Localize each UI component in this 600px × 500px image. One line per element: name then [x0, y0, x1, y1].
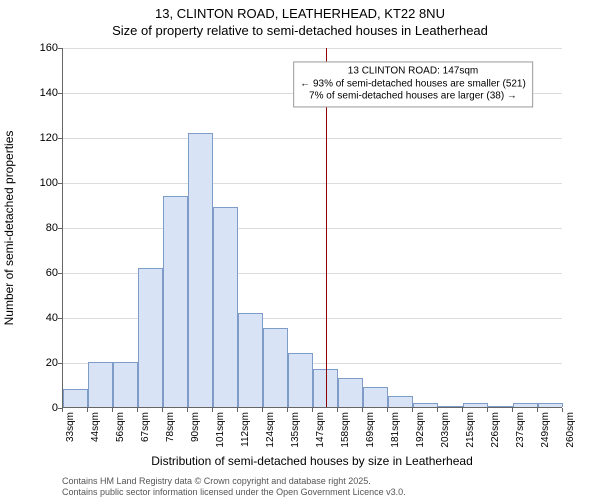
x-tick-label: 158sqm [340, 412, 351, 448]
histogram-bar [513, 403, 538, 408]
x-tick-label: 169sqm [365, 412, 376, 448]
attribution-footer: Contains HM Land Registry data © Crown c… [62, 476, 406, 498]
histogram-bar [263, 328, 288, 407]
histogram-bar [163, 196, 188, 408]
x-tick-mark [262, 408, 263, 412]
x-tick-label: 215sqm [465, 412, 476, 448]
x-tick-label: 249sqm [540, 412, 551, 448]
y-tick-label: 140 [18, 87, 58, 99]
x-tick-mark [112, 408, 113, 412]
y-tick-mark [58, 363, 62, 364]
annotation-box: 13 CLINTON ROAD: 147sqm← 93% of semi-det… [293, 61, 533, 106]
footer-line-2: Contains public sector information licen… [62, 487, 406, 498]
annotation-line-3: 7% of semi-detached houses are larger (3… [300, 90, 526, 103]
x-axis-label: Distribution of semi-detached houses by … [62, 454, 562, 468]
histogram-bar [538, 403, 563, 408]
y-tick-mark [58, 318, 62, 319]
x-tick-label: 78sqm [165, 412, 176, 442]
y-tick-label: 40 [18, 312, 58, 324]
annotation-line-1: 13 CLINTON ROAD: 147sqm [300, 65, 526, 78]
y-tick-label: 20 [18, 357, 58, 369]
y-tick-label: 100 [18, 177, 58, 189]
x-tick-label: 192sqm [415, 412, 426, 448]
gridline [63, 138, 562, 139]
title-line-2: Size of property relative to semi-detach… [0, 23, 600, 38]
y-tick-mark [58, 93, 62, 94]
y-tick-mark [58, 138, 62, 139]
histogram-bar [113, 362, 138, 407]
x-tick-mark [562, 408, 563, 412]
histogram-bar [363, 387, 388, 407]
histogram-bar [288, 353, 313, 407]
y-tick-label: 120 [18, 132, 58, 144]
x-tick-mark [62, 408, 63, 412]
x-tick-label: 112sqm [240, 412, 251, 447]
x-tick-mark [337, 408, 338, 412]
x-tick-label: 181sqm [390, 412, 401, 448]
histogram-bar [388, 396, 413, 407]
x-tick-label: 260sqm [565, 412, 576, 448]
y-tick-label: 160 [18, 42, 58, 54]
x-tick-mark [212, 408, 213, 412]
x-tick-label: 90sqm [190, 412, 201, 442]
x-tick-mark [237, 408, 238, 412]
histogram-bar [138, 268, 163, 408]
histogram-bar [438, 406, 463, 407]
x-tick-mark [387, 408, 388, 412]
x-tick-mark [512, 408, 513, 412]
y-tick-mark [58, 228, 62, 229]
x-tick-label: 147sqm [315, 412, 326, 448]
x-tick-mark [462, 408, 463, 412]
histogram-bar [238, 313, 263, 408]
x-tick-label: 135sqm [290, 412, 301, 448]
x-tick-mark [437, 408, 438, 412]
x-tick-label: 226sqm [490, 412, 501, 448]
gridline [63, 48, 562, 49]
y-tick-label: 0 [18, 402, 58, 414]
y-tick-mark [58, 273, 62, 274]
x-tick-mark [162, 408, 163, 412]
annotation-line-2: ← 93% of semi-detached houses are smalle… [300, 78, 526, 91]
x-tick-mark [87, 408, 88, 412]
histogram-bar [413, 403, 438, 408]
x-tick-mark [287, 408, 288, 412]
x-tick-label: 67sqm [140, 412, 151, 442]
x-tick-mark [487, 408, 488, 412]
histogram-bar [63, 389, 88, 407]
chart-title-block: 13, CLINTON ROAD, LEATHERHEAD, KT22 8NU … [0, 0, 600, 38]
x-tick-mark [312, 408, 313, 412]
x-tick-mark [537, 408, 538, 412]
y-axis-label: Number of semi-detached properties [2, 131, 16, 326]
x-tick-mark [412, 408, 413, 412]
y-tick-mark [58, 48, 62, 49]
x-tick-label: 124sqm [265, 412, 276, 448]
title-line-1: 13, CLINTON ROAD, LEATHERHEAD, KT22 8NU [0, 6, 600, 21]
histogram-bar [463, 403, 488, 408]
x-tick-label: 56sqm [115, 412, 126, 442]
x-tick-mark [187, 408, 188, 412]
footer-line-1: Contains HM Land Registry data © Crown c… [62, 476, 406, 487]
histogram-bar [338, 378, 363, 407]
y-tick-label: 80 [18, 222, 58, 234]
x-tick-label: 101sqm [215, 412, 226, 448]
y-tick-mark [58, 183, 62, 184]
x-tick-mark [137, 408, 138, 412]
gridline [63, 183, 562, 184]
x-tick-label: 44sqm [90, 412, 101, 442]
gridline [63, 228, 562, 229]
x-tick-label: 33sqm [65, 412, 76, 442]
y-tick-label: 60 [18, 267, 58, 279]
x-tick-label: 203sqm [440, 412, 451, 448]
histogram-bar [188, 133, 213, 408]
histogram-bar [88, 362, 113, 407]
x-tick-mark [362, 408, 363, 412]
x-tick-label: 237sqm [515, 412, 526, 448]
histogram-bar [488, 406, 513, 407]
histogram-bar [213, 207, 238, 407]
histogram-plot-area: 13 CLINTON ROAD: 147sqm← 93% of semi-det… [62, 48, 562, 408]
